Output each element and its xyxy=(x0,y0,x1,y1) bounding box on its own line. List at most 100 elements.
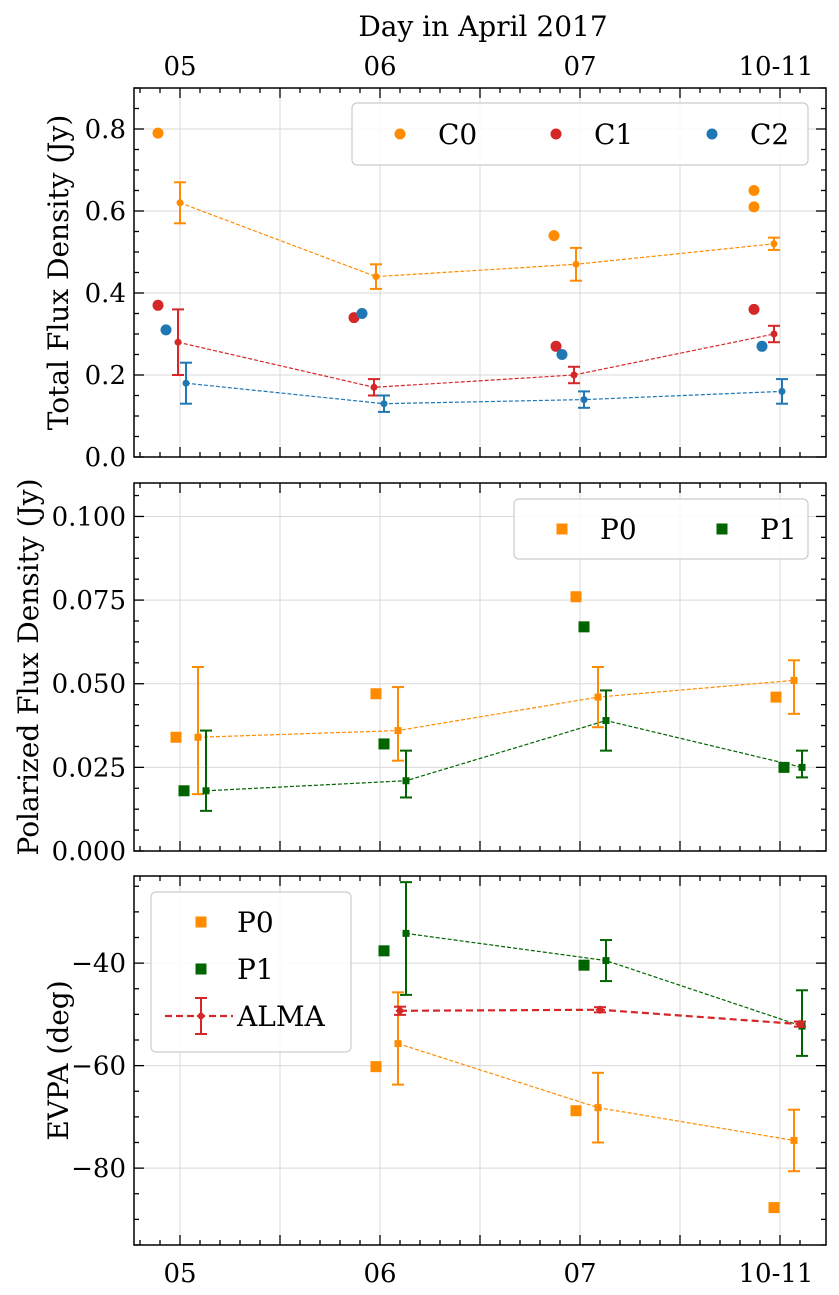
mean-point xyxy=(594,1104,602,1112)
data-point xyxy=(378,738,390,750)
mean-point xyxy=(770,240,778,248)
bottom-tick-labels: 05 06 07 10-11 xyxy=(163,1259,813,1289)
legend: P0 P1 ALMA xyxy=(150,891,352,1053)
legend-marker xyxy=(195,916,207,928)
mean-point xyxy=(194,733,202,741)
mean-line xyxy=(397,1043,795,1142)
mean-point xyxy=(395,1006,405,1016)
y-tick-label: 0.000 xyxy=(52,837,126,867)
top-tick-label: 05 xyxy=(163,52,196,82)
legend-marker xyxy=(196,1011,206,1021)
data-point xyxy=(170,731,182,743)
top-tick-label: 06 xyxy=(363,52,396,82)
legend-label: ALMA xyxy=(236,1000,325,1033)
mean-point xyxy=(380,400,388,408)
legend-marker xyxy=(550,128,562,140)
legend-label: P0 xyxy=(600,513,637,546)
mean-point xyxy=(176,199,184,207)
mean-line xyxy=(205,719,803,792)
data-point xyxy=(768,1202,780,1214)
top-axis-title: Day in April 2017 xyxy=(358,10,607,43)
data-point xyxy=(370,1061,382,1073)
y-axis-label: EVPA (deg) xyxy=(42,980,75,1140)
legend-label: P0 xyxy=(237,906,274,939)
y-tick-label: 0.8 xyxy=(85,115,126,145)
legend-marker xyxy=(394,128,406,140)
mean-point xyxy=(580,396,588,404)
y-tick-label: 0.0 xyxy=(85,443,126,473)
y-tick-label: 0.6 xyxy=(85,197,126,227)
total-flux-panel: 0.0 0.2 0.4 0.6 0.8 Total Flux Density (Jy) C0… xyxy=(42,87,827,473)
mean-point xyxy=(790,1136,798,1144)
data-point xyxy=(370,688,382,700)
mean-point xyxy=(795,1019,805,1029)
data-point xyxy=(570,1105,582,1117)
legend-marker xyxy=(716,523,728,535)
y-tick-label: −80 xyxy=(71,1154,126,1184)
top-tick-label: 10-11 xyxy=(739,52,814,82)
data-point xyxy=(778,761,790,773)
data-point xyxy=(152,127,164,139)
mean-point xyxy=(394,1040,402,1048)
legend-marker xyxy=(706,128,718,140)
data-point xyxy=(770,691,782,703)
bottom-tick-label: 05 xyxy=(163,1259,196,1289)
data-point xyxy=(160,324,172,336)
mean-point xyxy=(570,371,578,379)
mean-point xyxy=(602,957,610,965)
data-point xyxy=(548,230,560,242)
mean-point xyxy=(182,379,190,387)
legend-box xyxy=(513,498,809,560)
mean-point xyxy=(798,763,806,771)
data-point xyxy=(748,303,760,315)
legend-label: C0 xyxy=(438,118,477,151)
mean-point xyxy=(572,260,580,268)
data-point xyxy=(578,621,590,633)
y-tick-label: 0.2 xyxy=(85,361,126,391)
legend-marker xyxy=(556,523,568,535)
top-tick-label: 07 xyxy=(563,52,596,82)
y-tick-label: 0.4 xyxy=(85,279,126,309)
data-point xyxy=(570,591,582,603)
y-axis-label: Total Flux Density (Jy) xyxy=(42,115,75,431)
y-tick-label: 0.075 xyxy=(52,586,126,616)
legend-label: P1 xyxy=(760,513,797,546)
mean-point xyxy=(174,338,182,346)
mean-line xyxy=(179,202,775,278)
top-tick-labels: 05 06 07 10-11 xyxy=(163,52,813,82)
data-point xyxy=(556,349,568,360)
mean-point xyxy=(394,727,402,735)
y-tick-label: 0.100 xyxy=(52,502,126,532)
y-tick-label: 0.025 xyxy=(52,753,126,783)
mean-point xyxy=(370,383,378,391)
data-point xyxy=(378,945,390,957)
y-tick-label: −40 xyxy=(71,949,126,979)
data-point xyxy=(748,201,760,213)
mean-point xyxy=(595,1005,605,1015)
data-point xyxy=(178,785,190,797)
y-tick-label: −60 xyxy=(71,1052,126,1082)
data-point xyxy=(152,299,164,311)
bottom-tick-label: 07 xyxy=(563,1259,596,1289)
mean-line xyxy=(185,382,783,405)
data-point xyxy=(550,340,562,352)
mean-point xyxy=(402,777,410,785)
legend-label: P1 xyxy=(237,953,274,986)
mean-point xyxy=(770,330,778,338)
mean-point xyxy=(594,693,602,701)
mean-point xyxy=(778,387,786,395)
legend-label: C1 xyxy=(594,118,633,151)
legend: P0 P1 xyxy=(513,498,809,560)
legend: C0 C1 C2 xyxy=(351,102,809,166)
data-point xyxy=(748,185,760,196)
legend-marker xyxy=(195,963,207,975)
mean-line xyxy=(177,333,775,388)
data-point xyxy=(756,340,768,352)
data-point xyxy=(356,308,368,319)
mean-point xyxy=(402,929,410,937)
legend-label: C2 xyxy=(750,118,789,151)
data-point xyxy=(578,959,590,971)
